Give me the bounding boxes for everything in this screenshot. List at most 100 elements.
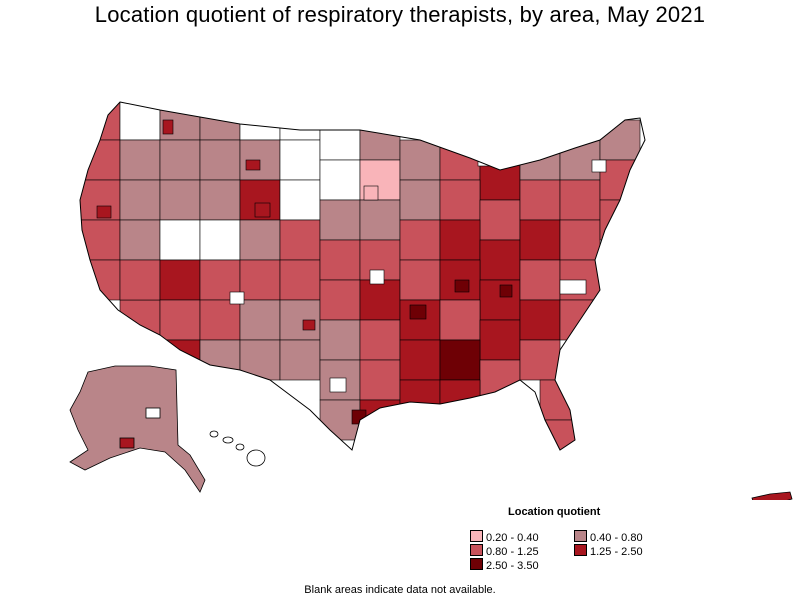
legend-title: Location quotient	[508, 506, 601, 518]
legend-swatch	[574, 530, 587, 542]
area-region	[539, 419, 581, 450]
area-region	[599, 199, 641, 241]
area-region	[599, 119, 641, 161]
area-region	[239, 299, 281, 341]
area-region	[519, 219, 561, 261]
area-region	[302, 319, 316, 331]
area-region	[159, 219, 201, 261]
legend-item-2: 0.80 - 1.25	[470, 544, 539, 558]
area-region	[319, 319, 361, 361]
area-region	[229, 291, 245, 305]
contiguous-us	[80, 102, 641, 450]
area-region	[119, 179, 161, 221]
legend-label: 0.40 - 0.80	[590, 532, 643, 544]
area-region	[539, 379, 581, 421]
area-region	[359, 199, 401, 241]
area-region	[359, 279, 401, 321]
area-region	[519, 339, 561, 381]
footnote: Blank areas indicate data not available.	[304, 584, 496, 596]
area-region	[159, 139, 201, 181]
area-region	[319, 239, 361, 281]
area-region	[119, 259, 161, 301]
area-region	[439, 299, 481, 341]
area-region	[559, 179, 601, 221]
legend-swatch	[470, 530, 483, 542]
area-region	[119, 219, 161, 261]
area-region	[254, 202, 271, 218]
area-region	[439, 339, 481, 381]
area-region	[279, 259, 321, 301]
us-outline	[79, 101, 646, 451]
area-region	[363, 185, 379, 201]
area-region	[359, 319, 401, 361]
legend-label: 1.25 - 2.50	[590, 546, 643, 558]
map-title: Location quotient of respiratory therapi…	[94, 2, 706, 27]
area-region	[177, 359, 197, 373]
alaska	[69, 365, 206, 493]
area-region	[399, 179, 441, 221]
area-region	[80, 139, 121, 181]
legend-item-0: 0.20 - 0.40	[470, 530, 539, 544]
area-region	[96, 205, 112, 219]
area-region	[319, 159, 361, 201]
choropleth-map	[69, 101, 793, 500]
legend-swatch	[574, 544, 587, 556]
area-region	[279, 139, 321, 181]
area-region	[239, 102, 281, 141]
legend-swatch	[470, 544, 483, 556]
area-region	[399, 379, 441, 421]
area-region	[239, 219, 281, 261]
area-region	[319, 279, 361, 321]
area-region	[329, 377, 347, 393]
area-region	[80, 259, 121, 301]
area-region	[119, 139, 161, 181]
area-region	[409, 304, 427, 320]
area-region	[279, 219, 321, 261]
area-region	[399, 219, 441, 261]
area-region	[199, 299, 241, 341]
area-region	[479, 199, 521, 241]
legend-item-1: 0.40 - 0.80	[574, 530, 643, 544]
area-region	[359, 119, 401, 161]
area-region	[399, 259, 441, 301]
area-region	[80, 102, 121, 141]
area-region	[162, 119, 174, 135]
area-region	[319, 199, 361, 241]
area-region	[159, 259, 201, 301]
legend-label: 0.20 - 0.40	[486, 532, 539, 544]
legend-label: 0.80 - 1.25	[486, 546, 539, 558]
area-region	[239, 339, 281, 381]
area-region	[559, 279, 587, 295]
area-region	[439, 179, 481, 221]
area-region	[559, 219, 601, 261]
area-region	[279, 179, 321, 221]
area-region	[119, 437, 135, 449]
area-region	[519, 259, 561, 301]
area-region	[159, 179, 201, 221]
area-region	[359, 359, 401, 401]
area-region	[199, 339, 241, 381]
area-region	[479, 319, 521, 361]
area-region	[245, 159, 261, 171]
area-region	[80, 219, 121, 261]
legend-label: 2.50 - 3.50	[486, 560, 539, 572]
area-region	[359, 399, 401, 441]
area-region	[369, 269, 385, 285]
area-region	[119, 299, 161, 341]
area-region	[591, 159, 607, 173]
area-region	[519, 179, 561, 221]
legend-item-3: 1.25 - 2.50	[574, 544, 643, 558]
area-region	[519, 299, 561, 341]
area-region	[399, 339, 441, 381]
area-region	[319, 119, 361, 161]
legend-item-4: 2.50 - 3.50	[470, 558, 539, 572]
area-region	[239, 259, 281, 301]
area-region	[279, 102, 321, 141]
legend-swatch	[470, 558, 483, 570]
puerto-rico	[751, 491, 793, 500]
area-region	[479, 239, 521, 281]
area-region	[279, 339, 321, 381]
area-region	[199, 219, 241, 261]
area-region	[499, 284, 513, 298]
area-region	[399, 139, 441, 181]
